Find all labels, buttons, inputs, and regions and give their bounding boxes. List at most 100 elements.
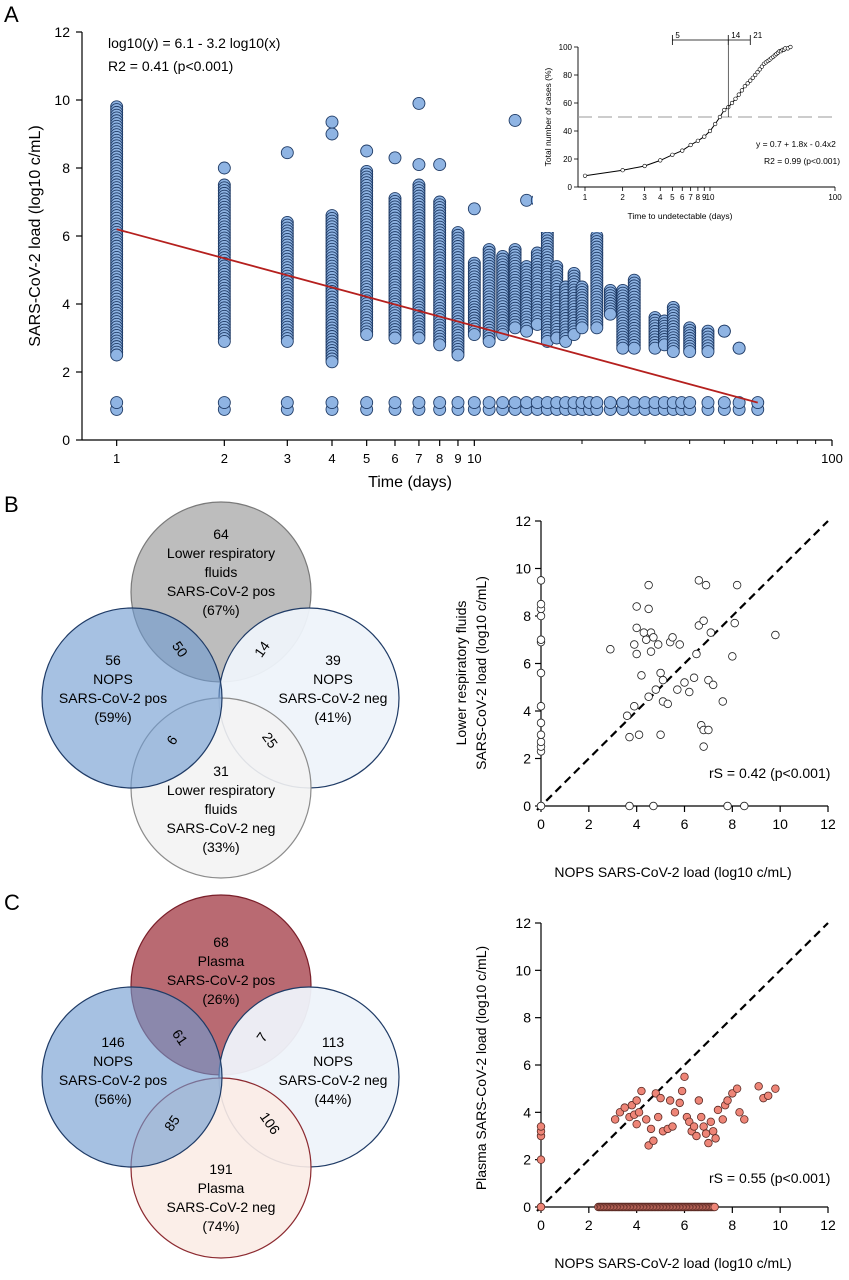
a-data-point (433, 338, 447, 352)
a-data-point (683, 396, 697, 410)
c-data-point (632, 1119, 641, 1129)
a-y-ticks: 0 2 4 6 8 10 12 (54, 24, 82, 448)
c-data-point (694, 1096, 704, 1105)
c-data-point (701, 1129, 711, 1138)
c-data-point (718, 1115, 727, 1124)
a-data-point (325, 115, 339, 129)
a-data-point (360, 328, 374, 342)
c-data-point (692, 1131, 701, 1141)
b-x-tick-label: 8 (728, 816, 736, 832)
c-data-point (675, 1098, 684, 1108)
a-inset-points (582, 44, 793, 178)
a-data-point (433, 158, 447, 172)
c-data-point (711, 1134, 720, 1143)
b-y-tick-label: 10 (515, 561, 531, 577)
c-data-point (771, 1084, 780, 1093)
c-x-tick-label: 2 (585, 1217, 593, 1233)
b-identity-line (536, 520, 829, 811)
a-data-point (482, 334, 496, 348)
a-inset-x-tick-label: 10 (706, 193, 715, 202)
c-bottom-line1: Plasma (198, 1180, 245, 1196)
b-data-point (536, 718, 546, 728)
b-data-point (536, 599, 546, 609)
c-top-percent: (26%) (202, 991, 239, 1007)
c-y-tick-label: 0 (523, 1199, 531, 1215)
a-x-tick-label: 100 (821, 451, 843, 466)
a-y-tick-label: 2 (62, 364, 70, 380)
b-x-tick-label: 4 (633, 816, 641, 832)
c-data-point (665, 1096, 675, 1105)
a-y-axis-label: SARS-CoV-2 load (log10 c/mL) (27, 125, 44, 346)
c-data-point (723, 1096, 732, 1105)
b-data-point (732, 580, 742, 590)
b-data-point (632, 623, 641, 633)
a-data-point (508, 396, 522, 410)
a-inset-x-tick-label: 3 (642, 193, 647, 202)
a-inset-point (739, 88, 745, 93)
c-identity-line (536, 922, 829, 1212)
a-data-point (520, 324, 534, 338)
a-data-point (451, 396, 465, 410)
c-data-point (732, 1084, 742, 1093)
a-inset-r-squared: R2 = 0.99 (p<0.001) (764, 156, 840, 166)
a-data-point (110, 348, 124, 362)
b-data-point (692, 649, 701, 659)
a-data-point (325, 355, 339, 369)
b-data-point (536, 737, 546, 747)
c-data-point (740, 1115, 749, 1124)
a-inset-y-tick-label: 100 (559, 43, 573, 52)
a-equation: log10(y) = 6.1 - 3.2 log10(x) (108, 35, 280, 51)
a-inset-x-tick-label: 9 (702, 193, 707, 202)
c-right-percent: (44%) (314, 1091, 351, 1107)
b-data-point (730, 618, 739, 628)
b-data-point (536, 635, 546, 644)
c-x-tick-label: 6 (681, 1217, 689, 1233)
a-inset-point (742, 84, 747, 89)
c-data-point (653, 1112, 663, 1122)
c-data-point (656, 1093, 665, 1103)
b-data-point (699, 742, 708, 751)
b-data-point (649, 801, 658, 811)
c-x-axis-label: NOPS SARS-CoV-2 load (log10 c/mL) (554, 1255, 791, 1271)
b-y-tick-label: 4 (523, 703, 531, 719)
a-data-point (433, 396, 447, 410)
c-y-tick-label: 4 (523, 1104, 531, 1120)
c-scatter-chart: 00 2 2 4 4 6 6 8 8 10 10 12 12 Plasma SARS-CoV-2 loa… (473, 915, 836, 1271)
a-data-point (217, 334, 231, 348)
a-data-point (508, 113, 522, 127)
c-data-point (699, 1122, 708, 1131)
b-data-point (701, 580, 711, 590)
a-data-point (666, 345, 680, 359)
c-data-point (536, 1122, 546, 1131)
c-right-line2: SARS-CoV-2 neg (279, 1072, 388, 1088)
c-y-tick-label: 10 (515, 962, 531, 978)
a-inset-point (722, 107, 727, 113)
a-inset-x-tick-label: 7 (688, 193, 693, 202)
b-bottom-count: 31 (213, 763, 229, 779)
c-data-point (706, 1117, 716, 1126)
a-data-point (732, 341, 746, 355)
b-data-point (536, 611, 546, 621)
c-left-count: 146 (101, 1034, 125, 1050)
a-inset-x-tick-label: 1 (583, 193, 588, 202)
c-data-point (632, 1096, 641, 1105)
a-inset-bracket-label: 14 (731, 31, 740, 40)
c-data-point (709, 1127, 718, 1136)
c-bottom-line2: SARS-CoV-2 neg (167, 1199, 276, 1215)
b-data-point (630, 702, 639, 711)
a-data-point (280, 396, 294, 410)
a-inset-point (642, 163, 647, 169)
c-top-count: 68 (213, 934, 229, 950)
a-inset-x-tick-label: 5 (670, 193, 675, 202)
c-data-point (764, 1091, 773, 1100)
b-x-tick-label: 12 (820, 816, 836, 832)
b-right-line2: SARS-CoV-2 neg (279, 690, 388, 706)
a-inset-point (753, 72, 758, 78)
a-data-point (590, 321, 604, 335)
a-inset-point (707, 128, 713, 134)
c-data-point (680, 1072, 689, 1082)
b-data-point (699, 616, 708, 625)
b-data-point (685, 687, 694, 697)
b-top-line2: fluids (205, 564, 238, 580)
b-data-point (668, 633, 677, 642)
